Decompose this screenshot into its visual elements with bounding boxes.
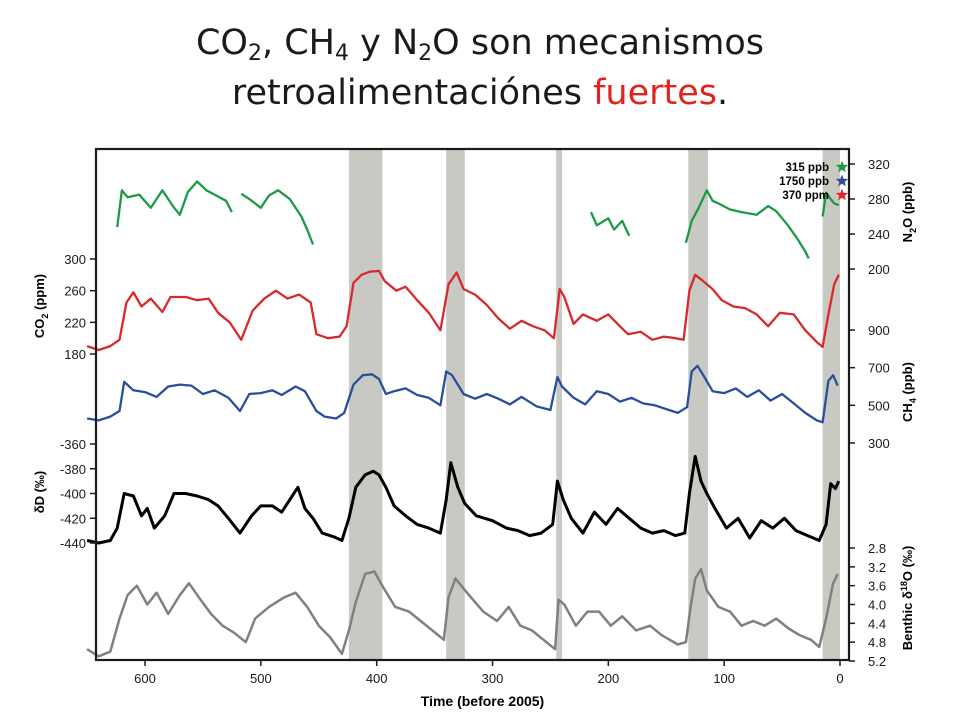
co2-axis-tick-label: 220 (64, 315, 86, 330)
title-text: y N (349, 23, 419, 63)
series-ch4-line (86, 364, 839, 424)
title-text: CO (195, 23, 248, 63)
benthic-axis-tick-label: 4.4 (868, 616, 886, 631)
benthic-axis-tick-label: 4.8 (868, 635, 886, 650)
dd-axis-label: δD (‰) (32, 471, 47, 514)
co2-axis-tick-label: 180 (64, 347, 86, 362)
ch4-axis-tick-label: 700 (868, 361, 890, 376)
benthic-axis-label: Benthic δ18O (‰) (899, 546, 915, 651)
x-tick-label: 200 (597, 671, 619, 686)
series-co2-line (86, 269, 840, 352)
benthic-axis-tick-label: 3.6 (868, 579, 886, 594)
title-text: retroalimentaciónes (231, 73, 594, 113)
series-n2o-line (684, 189, 810, 260)
x-tick-label: 0 (836, 671, 843, 686)
legend-label: 370 ppm (782, 190, 829, 202)
interglacial-band (556, 150, 563, 659)
ch4-axis-tick-label: 500 (868, 398, 890, 413)
interglacial-bands (348, 150, 840, 659)
star-icon (835, 160, 849, 173)
title-highlight: fuertes (593, 73, 718, 113)
n2o-axis-tick-label: 240 (868, 227, 890, 242)
dd-axis-tick-label: -440 (60, 536, 86, 551)
x-axis: 600 500 400 300 200 100 0 Time (before 2005) (134, 660, 844, 709)
present-day-legend: 315 ppb 1750 ppb 370 ppm (779, 160, 849, 202)
title-text: . (717, 73, 729, 113)
plot-frame (94, 147, 851, 662)
y-axes: 320 280 240 200 300 260 220 180 900 700 500 300 -360… (32, 157, 918, 669)
n2o-axis-tick-label: 280 (868, 192, 890, 207)
ch4-axis-tick-label: 300 (868, 436, 890, 451)
star-icon (835, 174, 849, 187)
series-n2o-line (116, 180, 233, 228)
star-icon (835, 188, 849, 201)
title-line-2: retroalimentaciónes fuertes. (0, 68, 960, 118)
series-benthic-line (86, 567, 839, 658)
interglacial-band (446, 150, 465, 659)
legend-label: 1750 ppb (779, 176, 829, 188)
x-tick-label: 400 (366, 671, 388, 686)
x-tick-label: 100 (713, 671, 735, 686)
legend-label: 315 ppb (786, 162, 829, 174)
interglacial-band (822, 150, 840, 659)
n2o-axis-label: N2O (ppb) (900, 182, 918, 243)
series-n2o-line (821, 191, 840, 217)
benthic-axis-tick-label: 2.8 (868, 541, 886, 556)
title-line-1: CO2, CH4 y N2O son mecanismos (0, 18, 960, 68)
x-tick-label: 600 (134, 671, 156, 686)
benthic-axis-tick-label: 4.0 (868, 598, 886, 613)
slide-title: CO2, CH4 y N2O son mecanismos retroalime… (0, 18, 960, 118)
dd-axis-tick-label: -380 (60, 462, 86, 477)
x-tick-label: 300 (482, 671, 504, 686)
n2o-axis-tick-label: 320 (868, 157, 890, 172)
co2-axis-tick-label: 260 (64, 284, 86, 299)
series-n2o-line (589, 211, 631, 237)
n2o-axis-tick-label: 200 (868, 262, 890, 277)
series-dd-line (86, 454, 841, 545)
series-lines (86, 180, 841, 658)
series-n2o-line (240, 189, 315, 245)
ch4-axis-label: CH4 (ppb) (900, 362, 918, 422)
co2-axis-label: CO2 (ppm) (32, 274, 50, 338)
dd-axis-tick-label: -360 (60, 437, 86, 452)
ch4-axis-tick-label: 900 (868, 323, 890, 338)
title-text: O son mecanismos (432, 23, 764, 63)
title-subscript: 4 (335, 41, 349, 66)
benthic-axis-tick-label: 5.2 (868, 654, 886, 669)
dd-axis-tick-label: -400 (60, 487, 86, 502)
title-subscript: 2 (418, 41, 433, 66)
benthic-axis-tick-label: 3.2 (868, 560, 886, 575)
co2-axis-tick-label: 300 (64, 252, 86, 267)
x-tick-label: 500 (250, 671, 272, 686)
dd-axis-tick-label: -420 (60, 511, 86, 526)
x-axis-label: Time (before 2005) (421, 693, 544, 709)
title-text: , CH (261, 23, 335, 63)
interglacial-band (348, 150, 383, 659)
title-subscript: 2 (247, 41, 262, 66)
